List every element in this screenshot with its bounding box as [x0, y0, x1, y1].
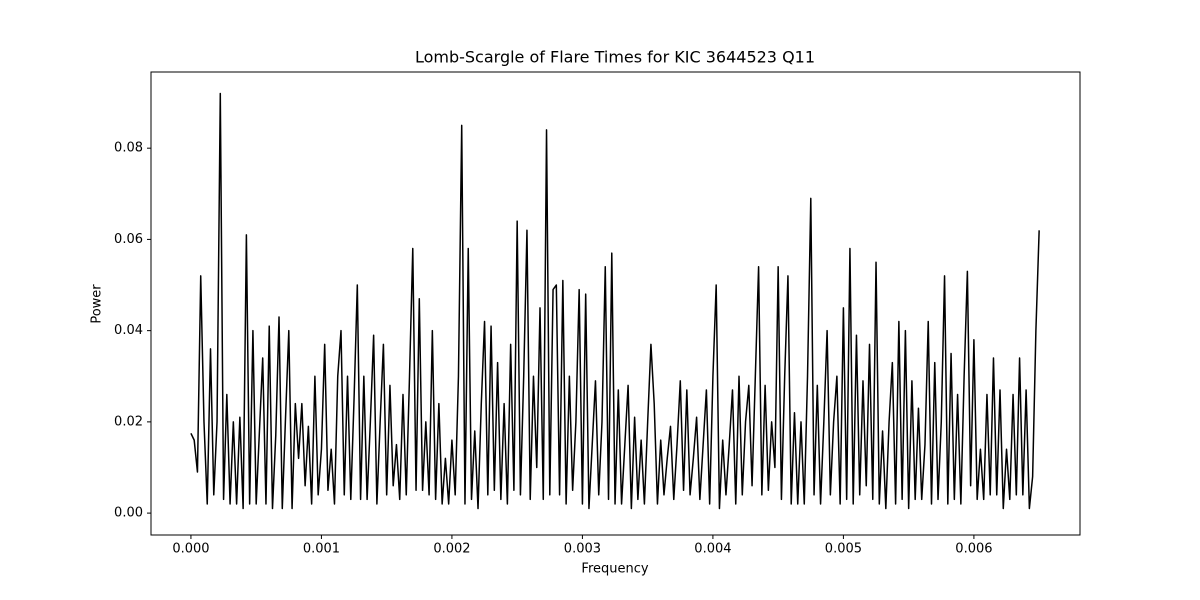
y-tick-label: 0.00 — [114, 506, 143, 521]
x-axis-label: Frequency — [581, 562, 648, 577]
chart-title: Lomb-Scargle of Flare Times for KIC 3644… — [415, 48, 815, 67]
y-tick-label: 0.04 — [114, 323, 143, 338]
x-tick-label: 0.003 — [564, 542, 601, 557]
x-tick-label: 0.000 — [172, 542, 209, 557]
x-tick-label: 0.005 — [825, 542, 862, 557]
y-axis-label: Power — [90, 284, 105, 324]
x-tick-label: 0.004 — [694, 542, 731, 557]
x-tick-label: 0.002 — [433, 542, 470, 557]
data-line — [190, 92, 1040, 510]
y-tick-label: 0.06 — [114, 232, 143, 247]
y-tick-label: 0.02 — [114, 414, 143, 429]
x-tick-label: 0.006 — [955, 542, 992, 557]
x-tick-label: 0.001 — [303, 542, 340, 557]
plot-frame — [150, 71, 1081, 536]
y-tick-label: 0.08 — [114, 141, 143, 156]
